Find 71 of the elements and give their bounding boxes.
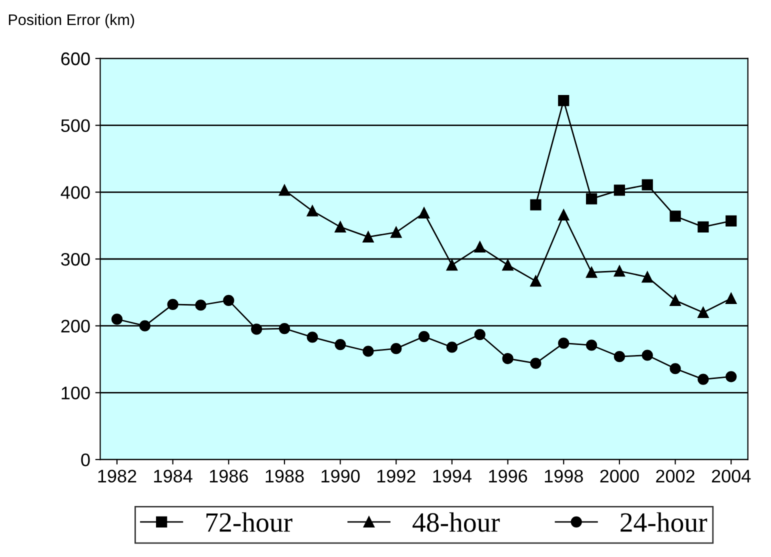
x-tick-label: 2004 [712, 470, 751, 483]
point [698, 306, 709, 318]
x-tick-label: 1988 [266, 470, 304, 483]
point [586, 193, 598, 204]
point [446, 342, 458, 353]
point [558, 338, 570, 349]
point [446, 259, 458, 271]
point [418, 330, 430, 342]
x-tick-label: 1998 [544, 470, 583, 483]
point [698, 221, 709, 232]
point [586, 266, 598, 278]
point [306, 205, 318, 216]
point [334, 221, 346, 232]
point [251, 324, 262, 335]
point [195, 300, 206, 311]
y-tick-label: 300 [61, 252, 90, 266]
point [614, 184, 626, 196]
point [278, 184, 290, 196]
y-tick-label: 600 [61, 52, 90, 66]
point [614, 265, 626, 277]
x-tick-label: 1996 [489, 470, 528, 483]
y-tick-label: 500 [61, 119, 90, 132]
point [334, 339, 346, 350]
y-tick-label: 200 [61, 320, 90, 333]
x-tick-label: 2000 [600, 470, 639, 483]
point [726, 371, 737, 382]
point [278, 322, 290, 334]
point [223, 294, 234, 306]
x-tick-label: 1994 [433, 470, 472, 483]
point [530, 199, 542, 210]
x-tick-label: 1982 [98, 470, 136, 483]
point [418, 207, 430, 218]
point [642, 350, 653, 361]
x-tick-label: 1992 [377, 470, 416, 483]
point [390, 343, 402, 354]
point [362, 346, 374, 357]
point [614, 351, 626, 362]
point [167, 298, 178, 310]
point [726, 215, 737, 226]
legend-label: 24-hour [620, 512, 708, 532]
x-tick-label: 2002 [656, 470, 694, 483]
point [530, 276, 542, 287]
point [558, 95, 570, 106]
point [642, 271, 653, 283]
x-tick-label: 1986 [210, 470, 248, 483]
point [502, 353, 514, 364]
point [726, 292, 737, 304]
legend-label: 48-hour [412, 512, 500, 532]
point [390, 226, 402, 238]
point [642, 179, 653, 190]
point [558, 209, 570, 220]
point [670, 294, 681, 306]
point [111, 314, 123, 325]
point [586, 340, 598, 351]
point [474, 241, 486, 253]
x-tick-label: 1984 [154, 470, 192, 483]
point [474, 328, 486, 340]
point [139, 320, 150, 332]
point [670, 363, 681, 374]
y-axis-title: Position Error (km) [8, 14, 134, 28]
y-tick-label: 400 [60, 186, 90, 199]
point [306, 332, 318, 343]
point [698, 374, 709, 385]
point [530, 358, 542, 369]
point [502, 259, 514, 271]
y-tick-label: 0 [81, 453, 90, 466]
legend-label: 72-hour [206, 512, 292, 532]
point [670, 210, 681, 222]
y-tick-label: 100 [62, 386, 90, 400]
x-tick-label: 1990 [322, 470, 360, 483]
point [362, 231, 374, 243]
